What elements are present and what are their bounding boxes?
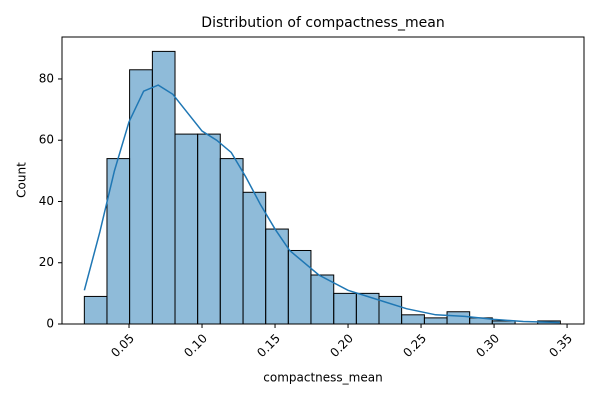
bar [242,191,267,325]
bar [401,314,425,325]
bar [151,50,176,325]
bar [310,274,335,325]
y-tick-label: 80 [39,71,54,85]
y-tick-label: 20 [39,255,54,269]
kde-line [83,84,560,324]
bar [355,292,380,325]
y-tick-label: 0 [46,317,54,331]
x-tick-label: 0.10 [181,331,210,360]
plot-frame [61,36,585,325]
x-tick-label: 0.35 [546,331,575,360]
bar [287,249,312,325]
bar [106,158,131,325]
bar [446,311,471,325]
x-tick-label: 0.25 [400,331,429,360]
bar [197,133,221,325]
y-axis-label: Count [15,162,29,198]
y-tick-label: 60 [39,133,54,147]
bar [174,133,199,325]
chart-title: Distribution of compactness_mean [201,15,444,31]
x-tick-label: 0.05 [108,331,137,360]
bar [423,317,448,325]
x-tick-label: 0.30 [473,331,502,360]
x-axis-label: compactness_mean [263,371,382,385]
y-tick-label: 40 [39,194,54,208]
bar [129,69,153,325]
bar [333,292,357,325]
bar [83,295,108,325]
x-tick-label: 0.20 [327,331,356,360]
x-tick-label: 0.15 [254,331,283,360]
bar [219,158,244,325]
